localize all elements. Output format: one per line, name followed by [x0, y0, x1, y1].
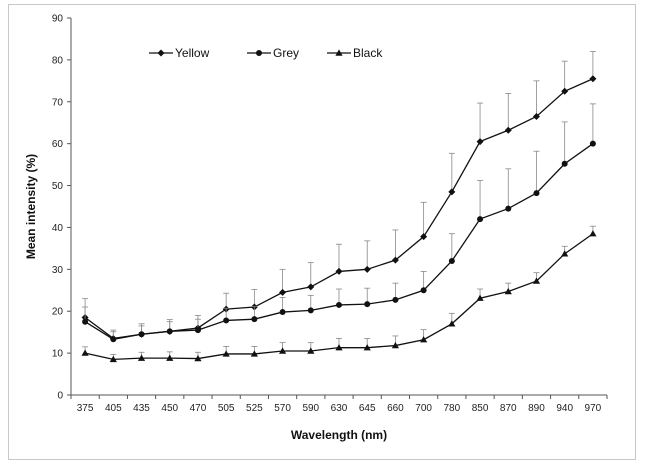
- y-tick-label: 0: [57, 391, 63, 402]
- legend-marker-yellow: [157, 49, 165, 57]
- data-point-black: [222, 350, 230, 357]
- x-tick-label: 525: [246, 403, 263, 414]
- data-point-black: [363, 344, 371, 351]
- legend-marker-black: [335, 49, 343, 56]
- data-point-yellow: [420, 233, 428, 241]
- x-tick-label: 970: [585, 403, 602, 414]
- x-tick-label: 435: [133, 403, 150, 414]
- legend-marker-grey: [256, 50, 262, 56]
- data-point-yellow: [279, 288, 287, 296]
- data-point-yellow: [391, 256, 399, 264]
- x-tick-label: 850: [472, 403, 489, 414]
- data-point-grey: [166, 328, 173, 335]
- data-point-grey: [420, 287, 427, 294]
- legend-label-yellow: Yellow: [175, 46, 210, 60]
- legend-item-black: Black: [327, 46, 383, 60]
- x-axis-title: Wavelength (nm): [291, 428, 387, 442]
- data-point-black: [476, 294, 484, 301]
- data-point-black: [278, 347, 287, 354]
- x-tick-label: 780: [443, 403, 460, 414]
- data-point-grey: [110, 336, 117, 343]
- data-point-black: [420, 336, 428, 343]
- data-point-black: [561, 250, 569, 257]
- data-point-black: [166, 354, 174, 361]
- legend-label-black: Black: [353, 46, 383, 60]
- x-tick-label: 505: [218, 403, 235, 414]
- data-point-black: [307, 347, 315, 354]
- legend-label-grey: Grey: [273, 46, 299, 60]
- x-tick-label: 890: [528, 403, 545, 414]
- data-point-black: [448, 320, 456, 327]
- data-point-grey: [279, 309, 286, 316]
- data-point-black: [81, 349, 89, 356]
- data-point-grey: [477, 216, 484, 223]
- x-tick-label: 375: [77, 403, 94, 414]
- legend-item-yellow: Yellow: [149, 46, 210, 60]
- y-tick-label: 10: [52, 349, 64, 360]
- x-tick-label: 450: [161, 403, 178, 414]
- data-point-grey: [223, 317, 230, 324]
- x-tick-label: 630: [331, 403, 348, 414]
- data-point-yellow: [504, 126, 512, 134]
- y-tick-label: 90: [52, 14, 64, 25]
- data-point-black: [194, 354, 202, 362]
- data-point-black: [335, 344, 343, 351]
- data-point-black: [250, 350, 258, 357]
- data-point-black: [137, 354, 146, 361]
- data-point-grey: [82, 318, 89, 325]
- data-point-yellow: [448, 188, 456, 196]
- data-point-grey: [364, 301, 371, 308]
- data-point-yellow: [589, 75, 597, 83]
- data-point-grey: [138, 331, 145, 338]
- data-point-yellow: [363, 265, 371, 273]
- data-point-grey: [448, 257, 455, 264]
- data-point-grey: [251, 316, 258, 323]
- x-tick-label: 405: [105, 403, 122, 414]
- x-tick-label: 645: [359, 403, 376, 414]
- x-tick-label: 570: [274, 403, 291, 414]
- x-tick-label: 940: [556, 403, 573, 414]
- chart-frame: 0 10 20 30 40 50 60 70 80 90 375 405 435 450 470 505 525…: [8, 4, 636, 460]
- y-tick-label: 70: [52, 97, 64, 108]
- data-point-black: [109, 355, 117, 363]
- data-point-black: [532, 277, 541, 284]
- line-chart: 0 10 20 30 40 50 60 70 80 90 375 405 435 450 470 505 525…: [24, 14, 608, 442]
- x-tick-label: 700: [415, 403, 432, 414]
- data-point-grey: [307, 307, 314, 314]
- series-grey: [82, 103, 596, 343]
- y-axis-title: Mean intensity (%): [24, 154, 38, 259]
- y-tick-label: 30: [52, 265, 64, 276]
- data-point-grey: [392, 296, 399, 303]
- y-tick-label: 60: [52, 139, 64, 150]
- data-point-yellow: [335, 267, 343, 275]
- y-tick-label: 20: [52, 307, 64, 318]
- data-point-grey: [505, 205, 512, 212]
- data-point-yellow: [476, 138, 484, 146]
- data-point-grey: [194, 327, 201, 334]
- y-tick-label: 40: [52, 223, 64, 234]
- legend-item-grey: Grey: [247, 46, 299, 60]
- y-tick-label: 50: [52, 181, 64, 192]
- series-line-grey: [84, 143, 594, 340]
- x-tick-label: 870: [500, 403, 517, 414]
- x-tick-label: 470: [190, 403, 207, 414]
- x-tick-label: 590: [302, 403, 319, 414]
- y-tick-label: 80: [52, 55, 64, 66]
- data-point-grey: [336, 301, 342, 308]
- data-point-black: [391, 341, 400, 349]
- data-point-yellow: [532, 112, 540, 120]
- data-point-black: [504, 287, 512, 295]
- series-black: [81, 225, 597, 363]
- data-point-grey: [589, 140, 596, 147]
- data-point-grey: [533, 190, 540, 197]
- data-point-black: [589, 230, 597, 237]
- x-tick-label: 660: [387, 403, 404, 414]
- data-point-yellow: [561, 87, 569, 95]
- data-point-yellow: [307, 283, 315, 291]
- data-point-grey: [561, 160, 568, 167]
